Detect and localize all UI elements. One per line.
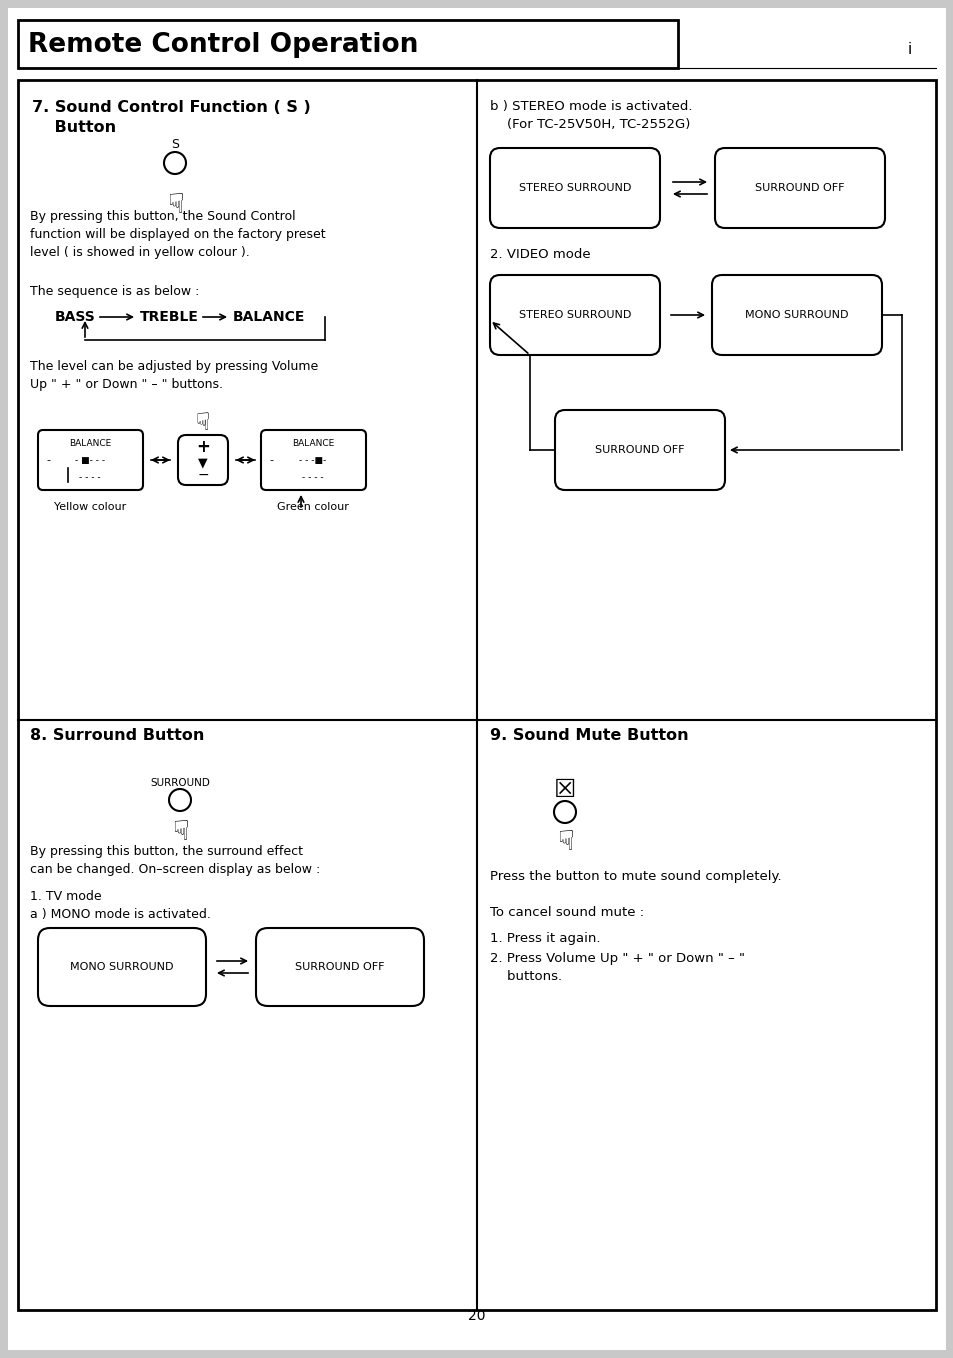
- FancyBboxPatch shape: [178, 435, 228, 485]
- Text: Remote Control Operation: Remote Control Operation: [28, 33, 418, 58]
- Text: −: −: [197, 469, 209, 482]
- Bar: [18, 20, 678, 68]
- Text: ☟: ☟: [167, 191, 183, 219]
- Text: Green colour: Green colour: [276, 502, 349, 512]
- Text: ☟: ☟: [556, 828, 573, 856]
- Text: -: -: [269, 455, 273, 464]
- Text: - - -■-: - - -■-: [299, 455, 326, 464]
- FancyBboxPatch shape: [555, 410, 724, 490]
- Text: 8. Surround Button: 8. Surround Button: [30, 728, 204, 743]
- Text: a ) MONO mode is activated.: a ) MONO mode is activated.: [30, 909, 211, 921]
- Text: By pressing this button, the surround effect
can be changed. On–screen display a: By pressing this button, the surround ef…: [30, 845, 320, 876]
- Text: SURROUND: SURROUND: [150, 778, 210, 788]
- Text: SURROUND OFF: SURROUND OFF: [595, 445, 684, 455]
- Text: MONO SURROUND: MONO SURROUND: [71, 961, 173, 972]
- Text: The sequence is as below :: The sequence is as below :: [30, 285, 199, 297]
- Text: S: S: [171, 139, 179, 152]
- Text: (For TC-25V50H, TC-2552G): (For TC-25V50H, TC-2552G): [490, 118, 690, 130]
- Text: 1. TV mode: 1. TV mode: [30, 889, 102, 903]
- Text: BASS: BASS: [55, 310, 95, 325]
- FancyBboxPatch shape: [38, 430, 143, 490]
- Text: SURROUND OFF: SURROUND OFF: [755, 183, 843, 193]
- Text: ☟: ☟: [172, 818, 189, 846]
- Text: - ■- - -: - ■- - -: [75, 455, 105, 464]
- Text: 9. Sound Mute Button: 9. Sound Mute Button: [490, 728, 688, 743]
- Text: ▼: ▼: [198, 456, 208, 470]
- FancyBboxPatch shape: [711, 276, 882, 354]
- Text: ☒: ☒: [554, 778, 576, 803]
- Text: -: -: [46, 455, 50, 464]
- Text: 1. Press it again.: 1. Press it again.: [490, 932, 599, 945]
- Text: To cancel sound mute :: To cancel sound mute :: [490, 906, 643, 919]
- Text: +: +: [196, 439, 210, 456]
- Text: MONO SURROUND: MONO SURROUND: [744, 310, 848, 320]
- Text: 2. VIDEO mode: 2. VIDEO mode: [490, 249, 590, 261]
- FancyBboxPatch shape: [261, 430, 366, 490]
- Text: i: i: [907, 42, 911, 57]
- Text: buttons.: buttons.: [490, 970, 561, 983]
- Text: b ) STEREO mode is activated.: b ) STEREO mode is activated.: [490, 100, 692, 113]
- FancyBboxPatch shape: [714, 148, 884, 228]
- FancyBboxPatch shape: [38, 928, 206, 1006]
- Text: BALANCE: BALANCE: [233, 310, 305, 325]
- Text: TREBLE: TREBLE: [140, 310, 198, 325]
- Text: Button: Button: [32, 120, 116, 134]
- Text: SURROUND OFF: SURROUND OFF: [294, 961, 384, 972]
- Text: BALANCE: BALANCE: [69, 440, 111, 448]
- Text: STEREO SURROUND: STEREO SURROUND: [518, 310, 631, 320]
- Text: - - - -: - - - -: [79, 473, 101, 482]
- Text: Press the button to mute sound completely.: Press the button to mute sound completel…: [490, 870, 781, 883]
- Text: 2. Press Volume Up " + " or Down " – ": 2. Press Volume Up " + " or Down " – ": [490, 952, 744, 966]
- Text: The level can be adjusted by pressing Volume
Up " + " or Down " – " buttons.: The level can be adjusted by pressing Vo…: [30, 360, 318, 391]
- Text: Yellow colour: Yellow colour: [53, 502, 126, 512]
- Text: BALANCE: BALANCE: [292, 440, 334, 448]
- Text: 7. Sound Control Function ( S ): 7. Sound Control Function ( S ): [32, 100, 311, 115]
- Text: By pressing this button, the Sound Control
function will be displayed on the fac: By pressing this button, the Sound Contr…: [30, 210, 325, 259]
- Text: 20: 20: [468, 1309, 485, 1323]
- Text: STEREO SURROUND: STEREO SURROUND: [518, 183, 631, 193]
- FancyBboxPatch shape: [490, 276, 659, 354]
- FancyBboxPatch shape: [490, 148, 659, 228]
- Text: - - - -: - - - -: [302, 473, 323, 482]
- FancyBboxPatch shape: [255, 928, 423, 1006]
- Text: ☟: ☟: [195, 411, 210, 435]
